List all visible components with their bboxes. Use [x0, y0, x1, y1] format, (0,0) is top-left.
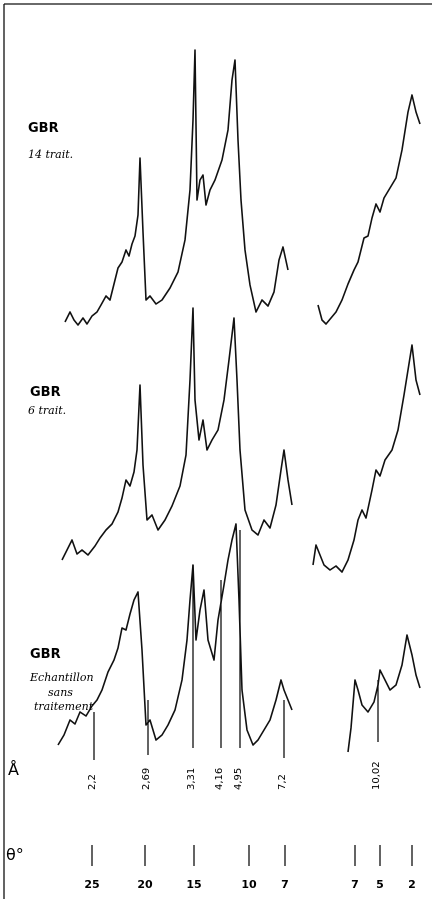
- trace-untreated-right: [347, 634, 421, 753]
- d-spacing-label: 4,95: [233, 768, 244, 790]
- sample-line: Echantillon: [29, 671, 94, 684]
- d-spacing-label: 3,31: [186, 768, 197, 790]
- sample-line: 14 trait.: [28, 148, 73, 161]
- sample-title: GBR: [28, 121, 59, 136]
- d-spacing-label: 7,2: [277, 774, 288, 790]
- theta-ticks: [91, 845, 413, 866]
- theta-label: 7: [281, 878, 289, 891]
- sample-title: GBR: [30, 647, 61, 662]
- theta-label: 20: [137, 878, 153, 891]
- trace-14-trait-right: [317, 94, 421, 325]
- theta-label: 10: [241, 878, 257, 891]
- reference-lines: [93, 530, 379, 760]
- trace-6-trait: [61, 307, 293, 561]
- d-axis-symbol: Å: [8, 760, 19, 779]
- theta-label: 15: [186, 878, 201, 891]
- sample-title: GBR: [30, 385, 61, 400]
- d-spacing-label: 4,16: [214, 768, 225, 790]
- d-labels: 2,2 2,69 3,31 4,16 4,95 7,2 10,02: [87, 761, 382, 790]
- theta-axis-symbol: θ°: [6, 845, 24, 864]
- theta-labels: 25 20 15 10 7 7 5 2: [84, 878, 415, 891]
- d-spacing-label: 2,69: [141, 768, 152, 790]
- theta-label: 2: [408, 878, 416, 891]
- theta-label: 25: [84, 878, 99, 891]
- trace-14-trait: [64, 49, 289, 326]
- sample-line: traitement: [34, 700, 94, 713]
- trace-6-trait-right: [312, 344, 421, 573]
- theta-label: 5: [376, 878, 384, 891]
- d-spacing-label: 2,2: [87, 774, 98, 790]
- sample-line: 6 trait.: [28, 404, 66, 417]
- trace-untreated: [57, 523, 293, 746]
- d-spacing-label: 10,02: [371, 761, 382, 790]
- theta-label: 7: [351, 878, 359, 891]
- sample-line: sans: [48, 686, 73, 699]
